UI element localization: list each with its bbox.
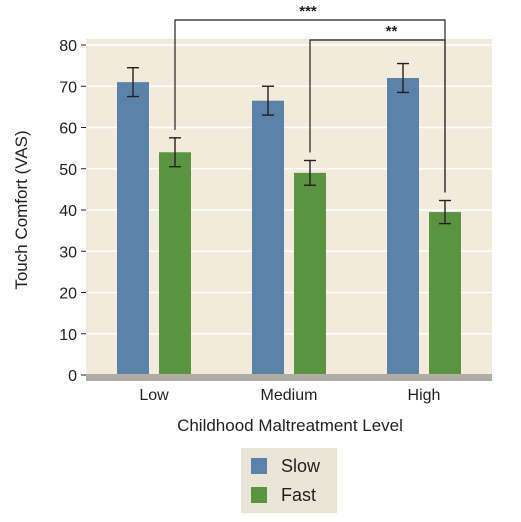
y-tick-label-0: 0 [68,368,77,385]
legend-label-fast: Fast [281,484,317,505]
bar-slow-high [387,78,419,375]
error-bar-slow-medium [262,85,274,116]
bar-fast-low [159,152,191,375]
significance-bracket-2: ** [309,23,446,193]
x-axis-ticks: Low Medium High [139,387,440,404]
y-tick-label-20: 20 [59,286,77,303]
bar-slow-medium [252,100,284,375]
y-tick-label-60: 60 [59,121,77,138]
y-tick-label-80: 80 [59,38,77,55]
x-tick-label-medium: Medium [261,387,318,404]
significance-brackets: ***** [174,3,446,193]
bar-fast-high [429,212,461,375]
y-tick-label-70: 70 [59,79,77,96]
error-bar-fast-low [169,137,181,168]
legend-item-fast: Fast [251,485,316,505]
x-axis-baseline [86,374,492,381]
bars [117,78,461,375]
y-tick-label-40: 40 [59,203,77,220]
y-tick-label-50: 50 [59,162,77,179]
gridlines [86,44,492,335]
error-bar-fast-medium [304,159,316,186]
error-bar-fast-high [439,199,451,225]
y-axis-title: Touch Comfort (VAS) [12,130,31,289]
x-tick-label-low: Low [139,387,169,404]
legend-swatch-slow [251,458,267,474]
significance-label-2: ** [386,23,398,40]
bar-slow-low [117,82,149,375]
significance-label-1: *** [299,3,317,20]
error-bar-slow-low [127,66,139,98]
plot-background [86,39,492,375]
legend-label-slow: Slow [281,455,321,476]
y-axis-ticks: 0 10 20 30 40 50 60 70 80 [59,38,86,385]
error-bar-slow-high [397,62,409,94]
y-tick-label-30: 30 [59,244,77,261]
y-tick-label-10: 10 [59,327,77,344]
error-bars [127,62,451,225]
x-tick-label-high: High [408,387,441,404]
bar-fast-medium [294,172,326,375]
legend-item-slow: Slow [251,456,320,476]
x-axis-title: Childhood Maltreatment Level [177,416,403,435]
legend-swatch-fast [251,487,267,503]
legend: Slow Fast [241,448,337,513]
